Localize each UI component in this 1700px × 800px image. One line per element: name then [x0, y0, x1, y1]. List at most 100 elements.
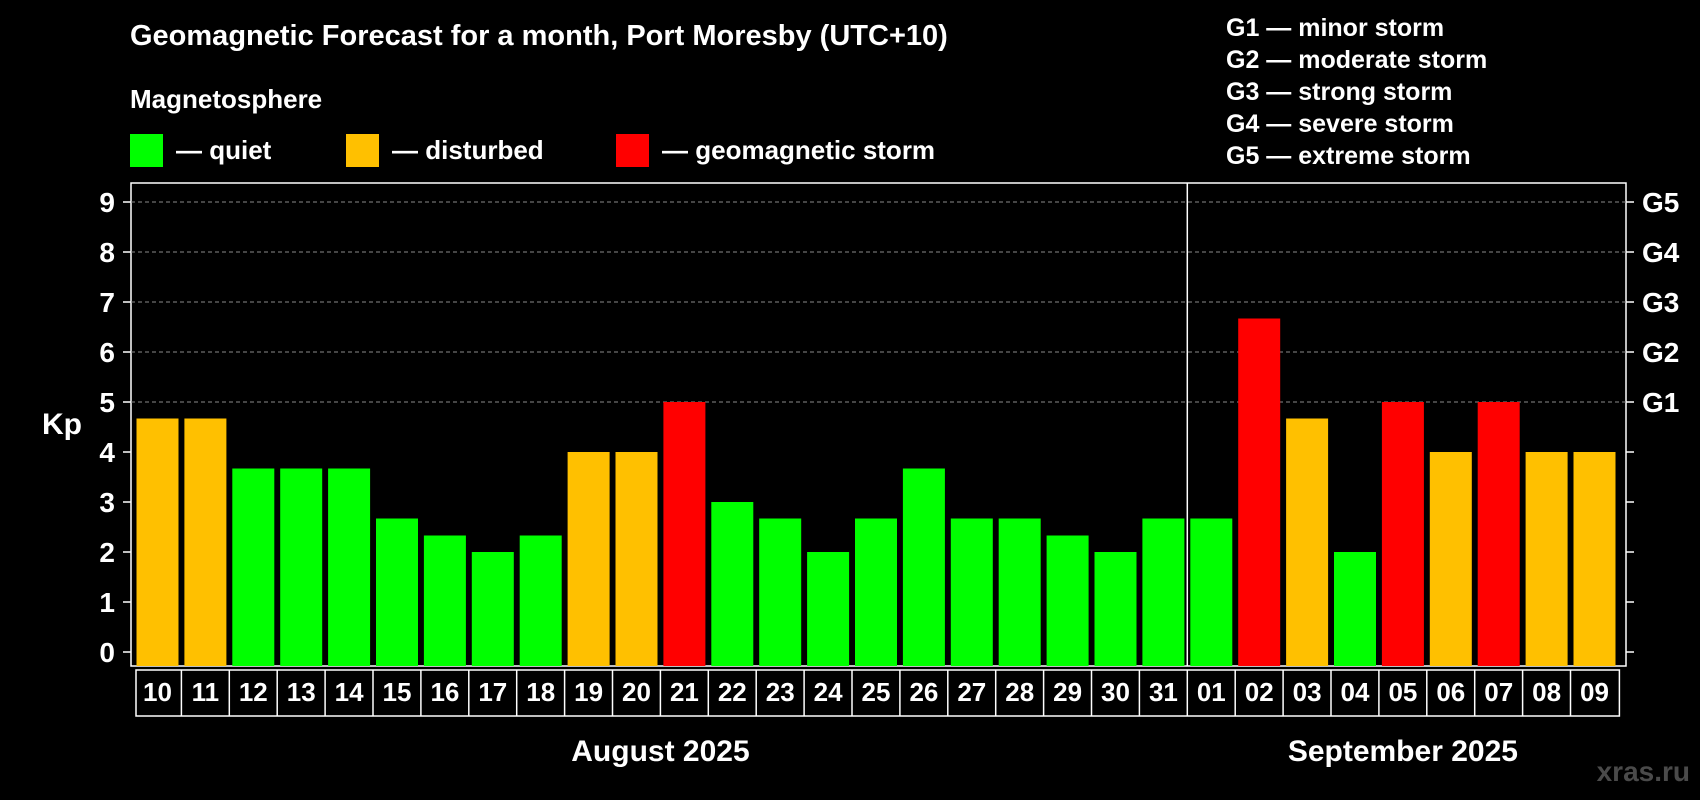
y-tick-label-5: 5 — [99, 387, 115, 418]
bar-27 — [950, 518, 993, 666]
x-tick-label-25: 25 — [862, 677, 891, 707]
x-tick-label-31: 31 — [1149, 677, 1178, 707]
g-level-label-g1: G1 — [1642, 387, 1679, 418]
bar-16 — [423, 535, 466, 666]
bar-12 — [232, 468, 275, 666]
g-scale-g4: G4 — severe storm — [1226, 110, 1454, 138]
bar-22 — [711, 502, 754, 666]
bar-17 — [471, 552, 514, 666]
y-tick-label-7: 7 — [99, 287, 115, 318]
g-scale-g2: G2 — moderate storm — [1226, 46, 1488, 74]
x-tick-label-02: 02 — [1245, 677, 1274, 707]
x-tick-label-19: 19 — [574, 677, 603, 707]
bar-28 — [998, 518, 1041, 666]
x-tick-label-30: 30 — [1101, 677, 1130, 707]
g-level-label-g5: G5 — [1642, 187, 1679, 218]
date-table — [135, 669, 1621, 717]
y-tick-label-0: 0 — [99, 637, 115, 668]
bar-06 — [1429, 452, 1472, 666]
x-tick-label-23: 23 — [766, 677, 795, 707]
legend-swatch-storm — [616, 133, 649, 167]
bar-23 — [759, 518, 802, 666]
x-tick-label-01: 01 — [1197, 677, 1226, 707]
chart-title: Geomagnetic Forecast for a month, Port M… — [130, 20, 948, 52]
x-tick-label-21: 21 — [670, 677, 699, 707]
x-tick-label-11: 11 — [192, 677, 220, 707]
x-tick-label-26: 26 — [909, 677, 938, 707]
y-axis-label: Kp — [42, 408, 82, 441]
x-tick-label-29: 29 — [1053, 677, 1082, 707]
bar-05 — [1381, 402, 1424, 666]
bar-10 — [136, 418, 179, 666]
legend-label-quiet: — quiet — [176, 134, 272, 165]
x-tick-label-17: 17 — [478, 677, 507, 707]
x-tick-label-07: 07 — [1484, 677, 1513, 707]
x-tick-label-10: 10 — [143, 677, 172, 707]
bar-20 — [615, 452, 658, 666]
g-scale-g1: G1 — minor storm — [1226, 14, 1445, 42]
bar-21 — [663, 402, 706, 666]
y-tick-label-2: 2 — [99, 537, 115, 568]
month-label-august: August 2025 — [571, 735, 750, 768]
bar-15 — [376, 518, 418, 666]
bar-25 — [855, 518, 897, 666]
y-tick-label-8: 8 — [99, 237, 115, 268]
bar-18 — [519, 535, 562, 666]
g-level-label-g3: G3 — [1642, 287, 1679, 318]
legend-item-storm: — geomagnetic storm — [616, 133, 935, 167]
x-tick-label-15: 15 — [383, 677, 412, 707]
g-scale-g5: G5 — extreme storm — [1226, 142, 1471, 170]
g-scale-legend: G1 — minor storm G2 — moderate storm G3 … — [1226, 12, 1487, 172]
bar-26 — [902, 468, 945, 666]
legend-label-disturbed: — disturbed — [392, 134, 544, 165]
x-tick-label-28: 28 — [1005, 677, 1034, 707]
x-tick-label-24: 24 — [814, 677, 843, 707]
y-tick-label-3: 3 — [99, 487, 115, 518]
legend-heading: Magnetosphere — [130, 84, 323, 114]
x-tick-label-08: 08 — [1532, 677, 1561, 707]
bar-14 — [328, 468, 371, 666]
bar-08 — [1525, 452, 1568, 666]
x-tick-label-06: 06 — [1436, 677, 1465, 707]
x-tick-label-27: 27 — [957, 677, 986, 707]
month-label-september: September 2025 — [1287, 735, 1518, 768]
x-tick-label-13: 13 — [287, 677, 316, 707]
g-scale-g3: G3 — strong storm — [1226, 78, 1453, 106]
legend-item-disturbed: — disturbed — [346, 133, 544, 167]
x-tick-label-18: 18 — [526, 677, 555, 707]
x-tick-label-12: 12 — [239, 677, 268, 707]
g-level-label-g2: G2 — [1642, 337, 1679, 368]
x-tick-label-04: 04 — [1341, 677, 1370, 707]
bar-19 — [567, 452, 610, 666]
g-level-label-g4: G4 — [1642, 237, 1680, 268]
bar-24 — [807, 552, 850, 666]
bar-29 — [1046, 535, 1089, 666]
x-tick-label-03: 03 — [1293, 677, 1322, 707]
x-tick-label-16: 16 — [430, 677, 459, 707]
legend-label-storm: — geomagnetic storm — [662, 134, 936, 165]
bar-04 — [1334, 552, 1376, 666]
y-tick-label-9: 9 — [99, 187, 115, 218]
x-tick-label-20: 20 — [622, 677, 651, 707]
x-tick-label-14: 14 — [335, 677, 364, 707]
watermark: xras.ru — [1596, 756, 1690, 787]
bar-30 — [1094, 552, 1137, 666]
bar-07 — [1477, 402, 1520, 666]
bar-11 — [184, 418, 227, 666]
bar-31 — [1142, 518, 1185, 666]
x-tick-label-05: 05 — [1388, 677, 1417, 707]
x-tick-label-22: 22 — [718, 677, 747, 707]
bar-03 — [1286, 418, 1329, 666]
x-tick-label-09: 09 — [1580, 677, 1609, 707]
legend-swatch-disturbed — [346, 133, 379, 167]
y-tick-label-4: 4 — [99, 437, 115, 468]
bar-13 — [280, 468, 323, 666]
bar-01 — [1190, 518, 1233, 666]
bar-09 — [1573, 452, 1616, 666]
bar-02 — [1238, 318, 1281, 666]
legend-item-quiet: — quiet — [130, 133, 271, 167]
y-tick-label-1: 1 — [99, 587, 115, 618]
legend-swatch-quiet — [130, 133, 163, 167]
y-tick-label-6: 6 — [99, 337, 115, 368]
